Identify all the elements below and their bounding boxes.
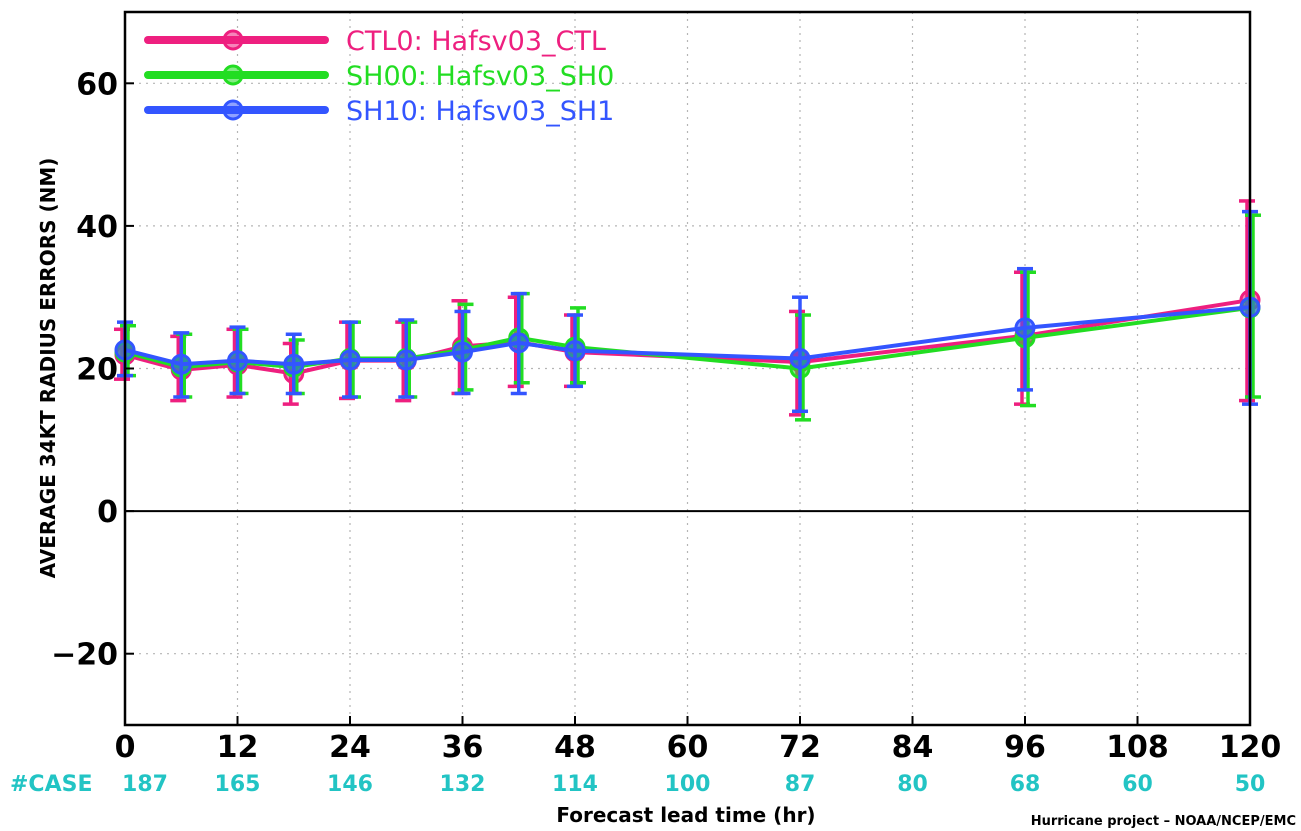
case-count: 146 (327, 772, 373, 797)
legend: CTL0: Hafsv03_CTL SH00: Hafsv03_SH0 SH10: … (144, 26, 614, 127)
credit-text: Hurricane project – NOAA/NCEP/EMC (1031, 814, 1296, 829)
case-count: 80 (897, 772, 928, 797)
case-count: 132 (440, 772, 486, 797)
y-tick-label: 60 (76, 67, 118, 102)
x-tick-label: 96 (1004, 730, 1046, 765)
x-tick-label: 108 (1106, 730, 1169, 765)
case-count: 87 (785, 772, 816, 797)
legend-label: CTL0: Hafsv03_CTL (346, 26, 606, 57)
case-count: 50 (1235, 772, 1266, 797)
legend-item-0: CTL0: Hafsv03_CTL (144, 26, 606, 57)
x-tick-label: 24 (329, 730, 371, 765)
case-count: 68 (1010, 772, 1041, 797)
case-count: 100 (665, 772, 711, 797)
series-1 (114, 213, 1261, 422)
legend-label: SH00: Hafsv03_SH0 (346, 61, 614, 92)
x-tick-label: 0 (115, 730, 136, 765)
legend-swatch-marker (222, 29, 244, 51)
x-tick-label: 84 (892, 730, 934, 765)
x-tick-label: 72 (779, 730, 821, 765)
data-point (452, 341, 473, 363)
data-point (1014, 317, 1036, 339)
data-point (395, 349, 417, 371)
data-point (170, 353, 192, 375)
legend-item-1: SH00: Hafsv03_SH0 (144, 61, 614, 92)
data-point (283, 353, 305, 375)
x-tick-label: 48 (554, 730, 596, 765)
legend-item-2: SH10: Hafsv03_SH1 (144, 96, 614, 127)
x-tick-label: 12 (217, 730, 259, 765)
x-tick-label: 60 (667, 730, 709, 765)
series-0 (114, 199, 1261, 417)
x-axis-title: Forecast lead time (hr) (556, 803, 815, 827)
y-tick-labels: −20 0 20 40 60 (51, 67, 134, 673)
x-tick-label: 120 (1219, 730, 1282, 765)
legend-swatch-marker (222, 99, 244, 121)
data-point (508, 332, 530, 354)
x-tick-labels: 0 12 24 36 48 60 72 84 96 108 120 (115, 716, 1282, 765)
legend-label: SH10: Hafsv03_SH1 (346, 96, 614, 127)
y-tick-label: −20 (51, 638, 118, 673)
x-tick-label: 36 (442, 730, 484, 765)
y-tick-label: 20 (76, 353, 118, 388)
case-label: #CASE (10, 772, 92, 797)
series-layer (114, 199, 1261, 422)
data-point (227, 350, 248, 372)
data-point (564, 340, 586, 362)
y-tick-label: 0 (97, 495, 118, 530)
case-count: 187 (122, 772, 168, 797)
legend-swatch-marker (222, 64, 244, 86)
data-point (339, 349, 361, 371)
case-count: 60 (1122, 772, 1153, 797)
y-tick-label: 40 (76, 210, 118, 245)
y-axis-title: AVERAGE 34KT RADIUS ERRORS (NM) (36, 158, 60, 579)
case-count: 165 (215, 772, 261, 797)
data-point (789, 348, 811, 370)
case-count-row: #CASE 187 165 146 132 114 100 87 80 68 60 50 (10, 772, 1265, 797)
case-count: 114 (552, 772, 598, 797)
